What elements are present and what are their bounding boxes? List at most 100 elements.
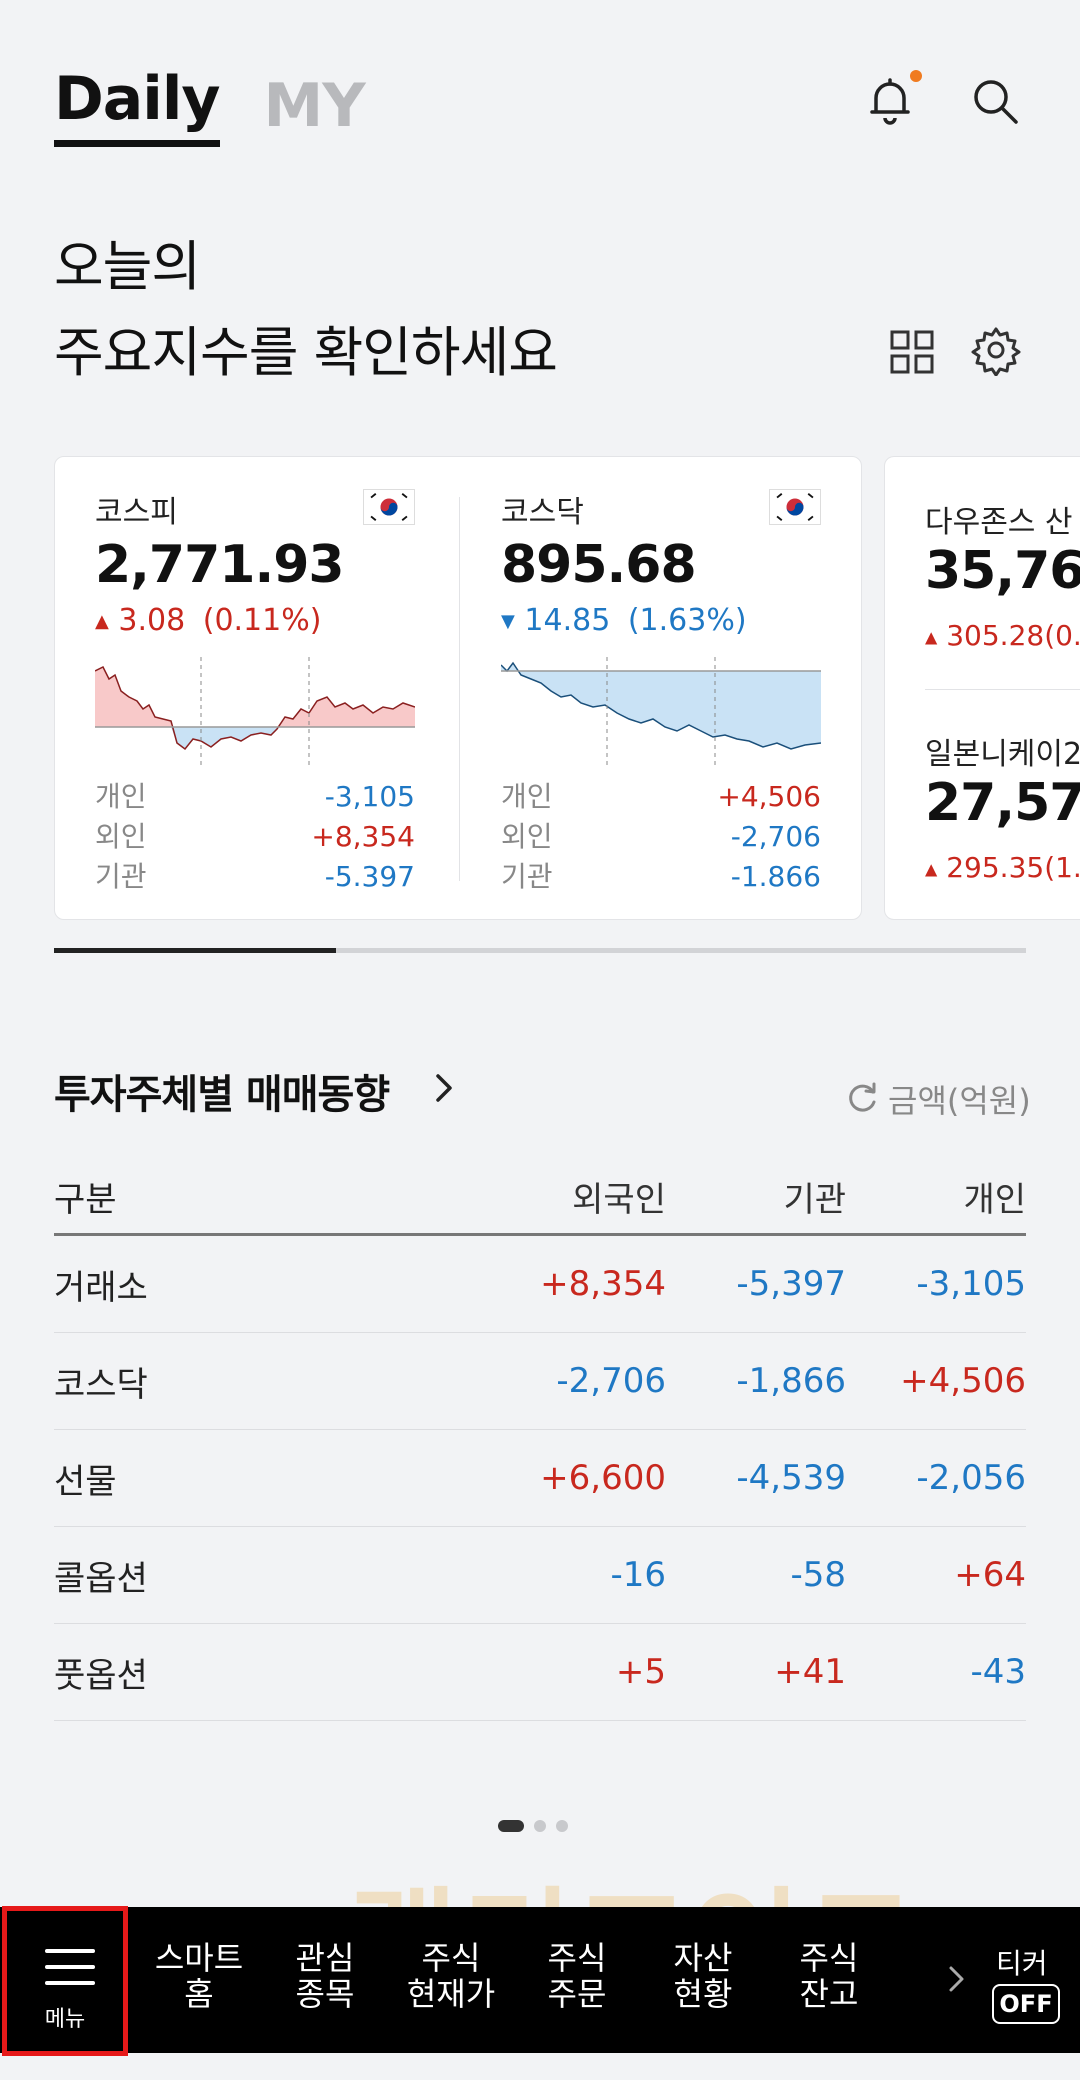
nav-stock-quote[interactable]: 주식 현재가 (396, 1940, 506, 2012)
investor-table: 구분 외국인 기관 개인 거래소 +8,354 -5,397 -3,105 코스… (54, 1170, 1026, 1721)
index-cards-carousel[interactable]: 코스피 2,771.93 ▲ 3.08 (0.11%) (0, 456, 1080, 922)
nav-stock-balance[interactable]: 주식 잔고 (774, 1940, 884, 2012)
foreign-value: -2,706 (556, 1361, 666, 1401)
nav-label: 잔고 (799, 1975, 859, 2013)
nav-label: 스마트 (154, 1939, 244, 1977)
table-row[interactable]: 풋옵션 +5 +41 -43 (54, 1624, 1026, 1721)
section-title[interactable]: 투자주체별 매매동향 (54, 1072, 390, 1118)
investor-label: 외인 (95, 820, 147, 853)
table-row[interactable]: 콜옵션 -16 -58 +64 (54, 1527, 1026, 1624)
index-name: 코스닥 (501, 495, 584, 530)
ticker-toggle[interactable]: OFF (992, 1984, 1060, 2024)
card-divider (925, 689, 1080, 690)
index-change: ▲ 295.35(1. (925, 851, 1080, 884)
nav-label: 주식 (421, 1939, 481, 1977)
chevron-right-icon[interactable] (430, 1070, 460, 1106)
arrow-down-icon: ▼ (501, 611, 515, 632)
unit-toggle[interactable]: 금액(억원) (888, 1082, 1031, 1120)
menu-button[interactable]: 메뉴 (2, 1906, 128, 2056)
investor-value: -5.397 (324, 860, 415, 893)
table-row[interactable]: 코스닥 -2,706 -1,866 +4,506 (54, 1333, 1026, 1430)
carousel-progress-fill (54, 948, 336, 953)
tab-daily[interactable]: Daily (54, 58, 221, 147)
change-amount: 295.35(1. (946, 851, 1080, 884)
nav-label: 홈 (184, 1975, 214, 2013)
investor-label: 개인 (501, 780, 553, 813)
notification-dot (910, 70, 922, 82)
institution-value: -58 (790, 1555, 846, 1595)
grid-view-icon[interactable] (888, 328, 936, 376)
individual-value: -3,105 (916, 1264, 1026, 1304)
foreign-value: +6,600 (540, 1458, 666, 1498)
index-name: 코스피 (95, 495, 178, 530)
page-dot-active (498, 1820, 524, 1832)
column-header: 구분 (54, 1180, 117, 1220)
card-divider (459, 497, 460, 881)
menu-label: 메뉴 (44, 2007, 86, 2032)
index-name: 일본니케이2 (925, 737, 1080, 772)
arrow-up-icon: ▲ (925, 627, 938, 647)
index-value: 895.68 (501, 535, 697, 595)
index-change: ▲ 305.28(0. (925, 619, 1080, 652)
arrow-up-icon: ▲ (95, 611, 109, 632)
row-label: 콜옵션 (54, 1558, 148, 1599)
investor-value: -3,105 (324, 780, 415, 813)
top-tabs: Daily MY (54, 58, 366, 147)
chevron-right-icon[interactable] (946, 1964, 968, 1994)
investor-row: 외인 -2,706 (501, 817, 821, 857)
bell-icon[interactable] (862, 72, 918, 128)
individual-value: -43 (970, 1652, 1026, 1692)
headline-line2: 주요지수를 확인하세요 (54, 321, 558, 384)
individual-value: -2,056 (916, 1458, 1026, 1498)
column-header: 개인 (963, 1180, 1026, 1220)
row-label: 코스닥 (54, 1364, 148, 1405)
nav-label: 주식 (799, 1939, 859, 1977)
investor-value: -1.866 (730, 860, 821, 893)
domestic-index-card[interactable]: 코스피 2,771.93 ▲ 3.08 (0.11%) (54, 456, 862, 920)
individual-value: +4,506 (900, 1361, 1026, 1401)
investor-row: 기관 -5.397 (95, 857, 415, 897)
column-header: 외국인 (572, 1180, 666, 1220)
foreign-value: +8,354 (540, 1264, 666, 1304)
index-value: 27,579 (925, 773, 1080, 833)
change-percent: (0.11%) (202, 603, 322, 638)
kosdaq-intraday-chart (501, 657, 821, 767)
nav-stock-order[interactable]: 주식 주문 (522, 1940, 632, 2012)
table-row[interactable]: 선물 +6,600 -4,539 -2,056 (54, 1430, 1026, 1527)
kospi-intraday-chart (95, 657, 415, 767)
row-label: 선물 (54, 1461, 117, 1502)
gear-icon[interactable] (970, 324, 1022, 376)
investor-label: 외인 (501, 820, 553, 853)
headline-line1: 오늘의 (54, 235, 201, 298)
search-icon[interactable] (968, 74, 1024, 130)
index-change: ▼ 14.85 (1.63%) (501, 603, 821, 647)
bottom-nav-bar (0, 1907, 1080, 2053)
nav-label: 현황 (673, 1975, 733, 2013)
nav-asset-status[interactable]: 자산 현황 (648, 1940, 758, 2012)
page-headline: 오늘의 주요지수를 확인하세요 (54, 224, 558, 396)
nav-label: 현재가 (406, 1975, 496, 2013)
refresh-icon[interactable] (844, 1080, 880, 1116)
foreign-value: -16 (610, 1555, 666, 1595)
nav-smart-home[interactable]: 스마트 홈 (144, 1940, 254, 2012)
investor-value: -2,706 (730, 820, 821, 853)
index-name: 다우존스 산 (925, 505, 1073, 540)
investor-row: 개인 +4,506 (501, 777, 821, 817)
institution-value: -1,866 (736, 1361, 846, 1401)
tab-my[interactable]: MY (263, 71, 366, 141)
institution-value: +41 (774, 1652, 846, 1692)
nav-label: 종목 (295, 1975, 355, 2013)
index-change: ▲ 3.08 (0.11%) (95, 603, 415, 647)
individual-value: +64 (954, 1555, 1026, 1595)
table-row[interactable]: 거래소 +8,354 -5,397 -3,105 (54, 1236, 1026, 1333)
investor-value: +8,354 (311, 820, 415, 853)
korea-flag-icon (769, 489, 821, 525)
world-index-card[interactable]: 다우존스 산 35,768 ▲ 305.28(0. 일본니케이2 27,579 … (884, 456, 1080, 920)
nav-label: 주식 (547, 1939, 607, 1977)
nav-watchlist[interactable]: 관심 종목 (270, 1940, 380, 2012)
row-label: 거래소 (54, 1267, 148, 1308)
kosdaq-column[interactable]: 코스닥 895.68 ▼ 14.85 (1.63%) (501, 487, 821, 897)
row-label: 풋옵션 (54, 1655, 148, 1696)
carousel-progress (54, 948, 1026, 953)
kospi-column[interactable]: 코스피 2,771.93 ▲ 3.08 (0.11%) (95, 487, 415, 897)
